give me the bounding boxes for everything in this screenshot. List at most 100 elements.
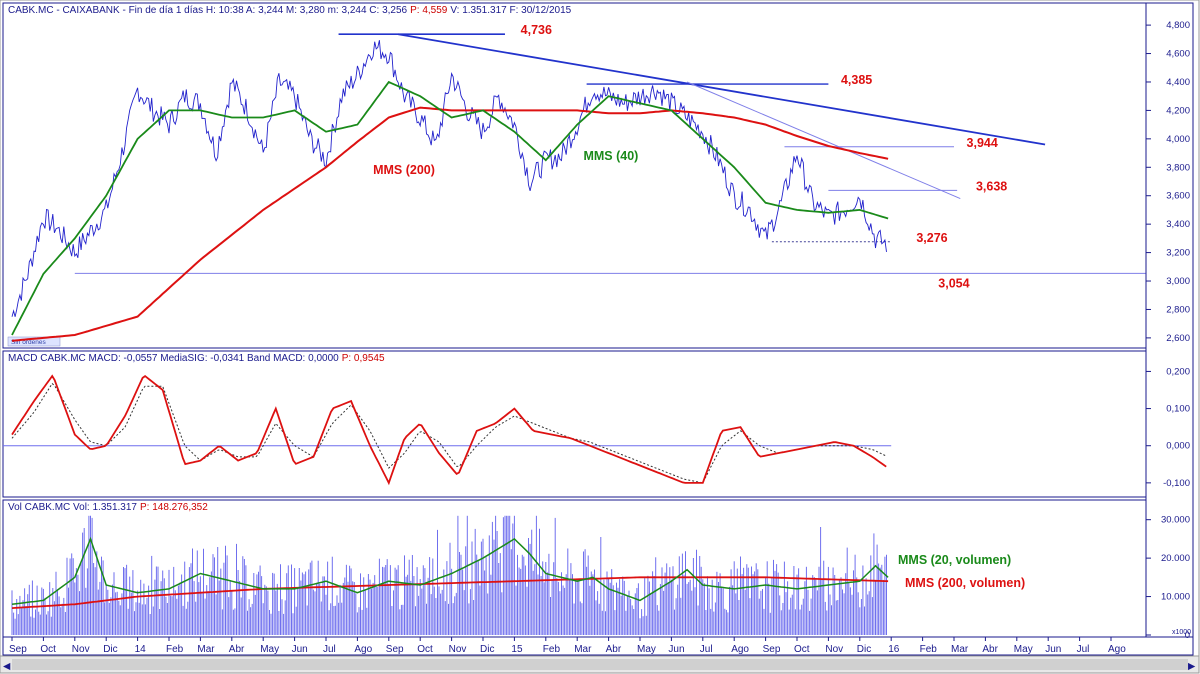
macd-plot [3,374,892,486]
month-label: Feb [920,644,938,655]
price-tick-label: 4,400 [1166,77,1190,88]
volume-header-red: P: 148.276,352 [140,502,208,513]
volume-header: Vol CABK.MC Vol: 1.351.317 P: 148.276,352 [8,502,208,513]
month-label: Jul [323,644,336,655]
month-label: Abr [229,644,245,655]
time-axis [2,636,1194,656]
annotation-label: 4,385 [841,73,872,87]
month-label: Nov [449,644,467,655]
mms40-line [11,80,889,336]
price-header: CABK.MC - CAIXABANK - Fin de día 1 días … [8,5,572,16]
month-label: Feb [166,644,184,655]
price-tick-label: 3,800 [1166,162,1190,173]
macd-tick-label: 0,100 [1166,404,1190,415]
month-label: Dic [857,644,871,655]
price-tick-label: 3,600 [1166,191,1190,202]
macd-line [11,374,887,486]
volume-tick-label: 20.000 [1161,553,1190,564]
axis-labels: 4,800 4,600 4,400 4,200 4,000 3,800 3,600 3,400… [9,20,1190,655]
volume-unit-label: x1000 [1172,629,1191,636]
price-tick-label: 2,600 [1166,333,1190,344]
month-label: Jul [1077,644,1090,655]
volume-plot [11,515,889,635]
annotation-label: 3,944 [967,136,998,150]
macd-tick-label: 0,000 [1166,441,1190,452]
month-label: Jun [668,644,684,655]
price-plot [11,33,1146,342]
month-label: Mar [951,644,969,655]
month-label: May [1014,644,1033,655]
month-label: Jun [1045,644,1061,655]
annotation-label: 4,736 [521,23,552,37]
month-label: Sep [763,644,781,655]
annotation-label: 3,276 [916,231,947,245]
price-series-line [11,40,887,317]
month-label: Abr [606,644,622,655]
macd-header: MACD CABK.MC MACD: -0,0557 MediaSIG: -0,… [8,353,385,364]
volume-tick-label: 10.000 [1161,592,1190,603]
month-label: Sep [386,644,404,655]
month-label: Ago [1108,644,1126,655]
month-label: Ago [731,644,749,655]
secondary-downtrend-line [686,81,961,200]
month-label: Sep [9,644,27,655]
annotation-label: 3,638 [976,179,1007,193]
price-tick-label: 4,600 [1166,49,1190,60]
price-tick-label: 3,200 [1166,248,1190,259]
scroll-left-arrow[interactable]: ◀ [3,661,11,672]
volume-mms200-label: MMS (200, volumen) [905,576,1025,590]
macd-tick-label: 0,200 [1166,366,1190,377]
month-label: Dic [480,644,494,655]
month-label: Abr [982,644,998,655]
macd-header-red: P: 0,9545 [342,353,385,364]
month-label: Feb [543,644,561,655]
month-label: Mar [574,644,592,655]
volume-tick-label: 30.000 [1161,515,1190,526]
orders-badge[interactable] [7,336,61,347]
value-axis [1145,2,1194,638]
price-header-red: P: 4,559 [410,5,448,16]
annotation-label: MMS (200) [373,163,435,177]
month-label: Mar [197,644,215,655]
scroll-right-arrow[interactable]: ▶ [1188,661,1196,672]
month-label: Oct [40,644,56,655]
price-tick-label: 2,800 [1166,304,1190,315]
annotation-label: MMS (40) [583,149,638,163]
orders-badge-label: Sin órdenes [11,339,46,346]
volume-tick-label: 0 [1185,630,1190,641]
price-tick-label: 4,800 [1166,20,1190,31]
month-label: Nov [825,644,843,655]
annotation-label: 3,054 [938,276,969,290]
price-panel [2,2,1147,349]
price-tick-label: 3,400 [1166,219,1190,230]
price-tick-label: 4,200 [1166,105,1190,116]
macd-panel [2,350,1147,498]
month-label: Oct [794,644,810,655]
price-tick-label: 4,000 [1166,134,1190,145]
month-label: Dic [103,644,117,655]
volume-mms20-line [11,536,889,606]
price-tick-label: 3,000 [1166,276,1190,287]
scrollbar-thumb[interactable] [12,659,1188,670]
month-label: Nov [72,644,90,655]
month-label: Ago [354,644,372,655]
price-header-tail: V: 1.351.317 F: 30/12/2015 [450,5,571,16]
macd-header-main: MACD CABK.MC MACD: -0,0557 MediaSIG: -0,… [8,353,339,364]
main-downtrend-line [398,33,1046,146]
volume-header-main: Vol CABK.MC Vol: 1.351.317 [8,502,137,513]
month-label: Jun [292,644,308,655]
month-label: Oct [417,644,433,655]
macd-signal-line [11,382,887,484]
month-label: 15 [511,644,523,655]
volume-mms20-label: MMS (20, volumen) [898,553,1011,567]
month-label: 16 [888,644,900,655]
month-label: May [637,644,656,655]
month-label: May [260,644,279,655]
mms200-line [11,106,889,342]
volume-mms200-line [11,576,889,609]
annotations: 4,736 4,385 3,944 3,638 3,276 3,054 MMS (200) M… [373,23,1025,590]
month-label: 14 [135,644,147,655]
month-label: Jul [700,644,713,655]
